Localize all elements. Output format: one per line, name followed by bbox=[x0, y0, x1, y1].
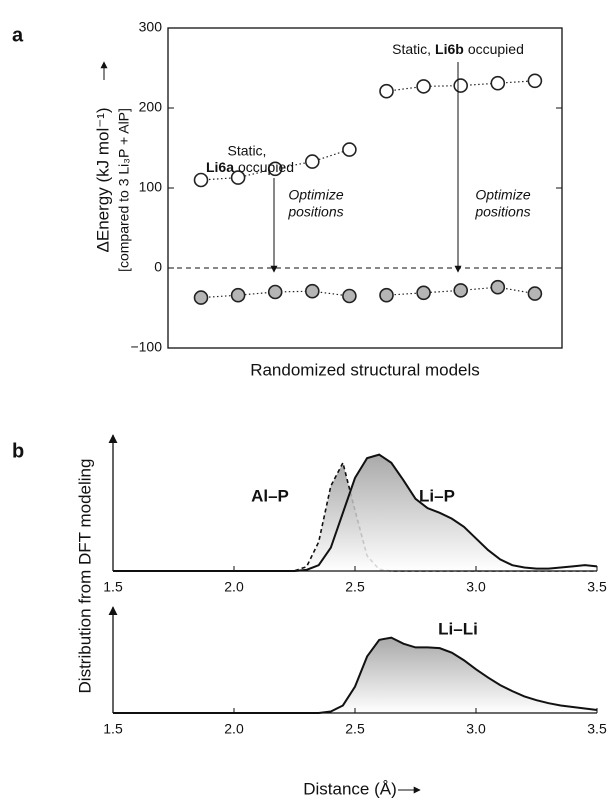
series-line bbox=[386, 286, 536, 296]
point bbox=[193, 172, 209, 188]
y-tick-label: −100 bbox=[130, 339, 162, 355]
annotation: occupied bbox=[238, 159, 294, 175]
x-tick-label: 3.5 bbox=[587, 721, 607, 737]
point bbox=[304, 283, 320, 299]
point bbox=[304, 154, 320, 169]
y-tick-label: 200 bbox=[139, 99, 163, 115]
density-line bbox=[113, 636, 598, 714]
y-tick-label: 0 bbox=[154, 259, 162, 275]
annotation: occupied bbox=[468, 41, 524, 57]
density-line bbox=[113, 453, 598, 572]
point bbox=[342, 142, 357, 157]
area-fill bbox=[113, 454, 597, 571]
x-tick-label: 3.0 bbox=[466, 721, 486, 737]
x-tick-label: 2.0 bbox=[224, 721, 244, 737]
point bbox=[342, 288, 357, 304]
x-tick-label: 3.5 bbox=[587, 579, 607, 595]
point bbox=[527, 73, 543, 89]
series-label: Al–P bbox=[251, 486, 289, 505]
x-tick-label: 2.5 bbox=[345, 721, 365, 737]
annotation: Static, bbox=[228, 143, 267, 159]
y-tick-label: 100 bbox=[139, 179, 163, 195]
y-axis-label: [compared to 3 Li₃P + AlP] bbox=[116, 108, 132, 272]
point bbox=[490, 279, 506, 295]
x-tick-label: 2.0 bbox=[224, 579, 244, 595]
x-tick-label: 3.0 bbox=[466, 579, 486, 595]
point bbox=[453, 78, 469, 93]
point bbox=[193, 290, 209, 305]
point bbox=[416, 285, 431, 301]
annotation: Optimize bbox=[288, 187, 343, 203]
x-tick-label: 2.5 bbox=[345, 579, 365, 595]
annotation-bold: Li6b bbox=[435, 41, 464, 57]
annotation: Li6a occupied bbox=[206, 159, 294, 175]
y-axis-label: Distribution from DFT modeling bbox=[75, 459, 94, 694]
annotation: Static, bbox=[392, 41, 431, 57]
series-line bbox=[200, 149, 350, 181]
x-axis-label: Distance (Å) bbox=[303, 779, 397, 798]
panel-letter: a bbox=[12, 24, 24, 46]
x-tick-label: 1.5 bbox=[103, 579, 123, 595]
annotation: positions bbox=[287, 204, 343, 220]
point bbox=[527, 286, 543, 301]
series-line bbox=[386, 80, 535, 92]
point bbox=[267, 284, 283, 300]
point bbox=[379, 83, 394, 99]
point bbox=[267, 161, 283, 177]
area-fill bbox=[113, 637, 597, 713]
x-axis-label: Randomized structural models bbox=[250, 360, 480, 379]
point bbox=[230, 287, 246, 303]
annotation: Static, Li6b occupied bbox=[392, 41, 524, 57]
panel-letter: b bbox=[12, 440, 24, 462]
x-tick-label: 1.5 bbox=[103, 721, 123, 737]
point bbox=[379, 287, 394, 303]
y-axis-label: ΔEnergy (kJ mol⁻¹) bbox=[93, 107, 112, 252]
series-label: Li–P bbox=[419, 486, 455, 505]
point bbox=[453, 283, 469, 298]
series-label: Li–Li bbox=[438, 619, 478, 638]
point bbox=[490, 75, 506, 91]
annotation-bold: Li6a bbox=[206, 159, 234, 175]
annotation: positions bbox=[474, 204, 530, 220]
y-tick-label: 300 bbox=[139, 19, 163, 35]
series-line bbox=[200, 290, 350, 299]
point bbox=[416, 79, 431, 94]
point bbox=[230, 170, 246, 185]
annotation: Optimize bbox=[475, 187, 530, 203]
